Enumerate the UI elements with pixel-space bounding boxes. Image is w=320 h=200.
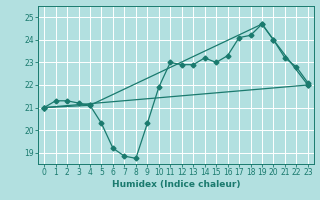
X-axis label: Humidex (Indice chaleur): Humidex (Indice chaleur) [112,180,240,189]
